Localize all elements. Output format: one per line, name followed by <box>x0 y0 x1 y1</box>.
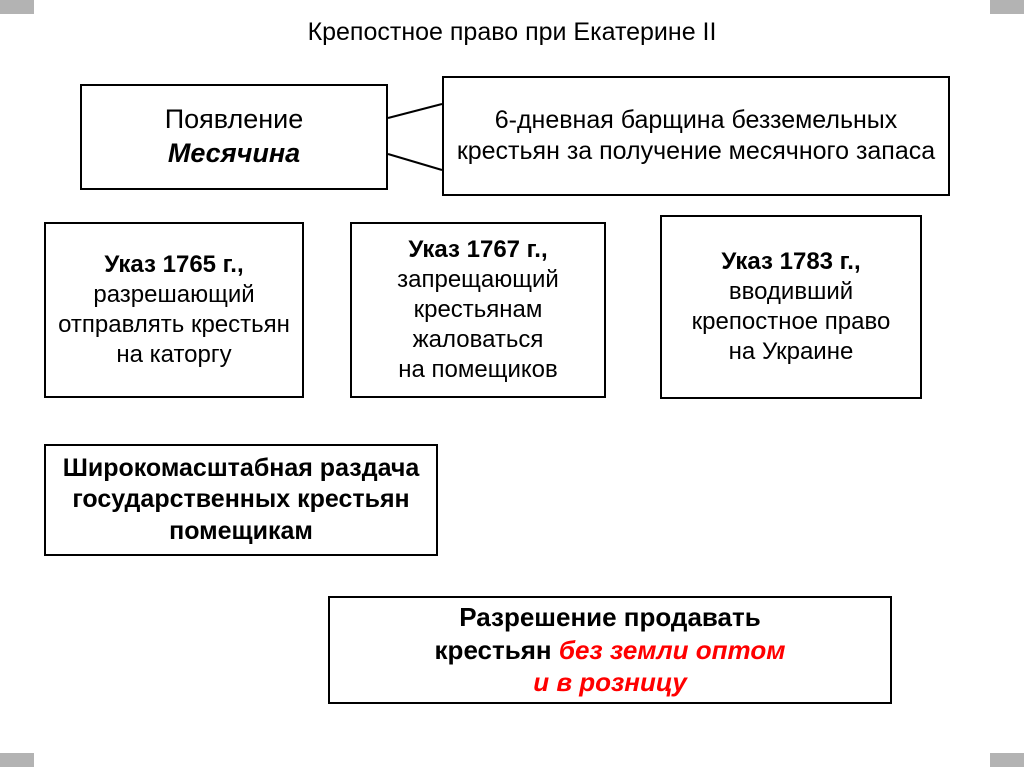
corner-decoration-br <box>990 753 1024 767</box>
text-black: крестьян <box>435 635 559 665</box>
corner-decoration-tl <box>0 0 34 14</box>
corner-decoration-bl <box>0 753 34 767</box>
text-bold: Указ 1765 г., <box>104 250 243 280</box>
text-bold: Указ 1767 г., <box>408 235 547 265</box>
box-razdacha: Широкомасштабная раздача государственных… <box>44 444 438 556</box>
text-content: 6-дневная барщина безземельных крестьян … <box>454 105 938 168</box>
box-ukaz-1765: Указ 1765 г., разрешающий отправлять кре… <box>44 222 304 398</box>
text-content: Широкомасштабная раздача государственных… <box>56 453 426 547</box>
connector-line <box>388 104 442 118</box>
text-line: Появление <box>165 103 304 137</box>
corner-decoration-tr <box>990 0 1024 14</box>
text-line: на Украине <box>729 337 854 367</box>
slide-title: Крепостное право при Екатерине II <box>0 0 1024 47</box>
text-line: Месячина <box>168 137 300 171</box>
box-prodazha: Разрешение продавать крестьян без земли … <box>328 596 892 704</box>
box-ukaz-1783: Указ 1783 г., вводивший крепостное право… <box>660 215 922 399</box>
text-line: на каторгу <box>116 340 231 370</box>
text-line: Разрешение продавать <box>459 601 760 634</box>
text-line: крестьян без земли оптом <box>435 634 786 667</box>
text-red: и в розницу <box>533 666 687 699</box>
text-line: на помещиков <box>398 355 557 385</box>
text-bold: Указ 1783 г., <box>721 247 860 277</box>
box-mesyachina: Появление Месячина <box>80 84 388 190</box>
text-red: без земли оптом <box>559 635 786 665</box>
text-line: разрешающий отправлять крестьян <box>56 280 292 340</box>
box-barshchina: 6-дневная барщина безземельных крестьян … <box>442 76 950 196</box>
text-line: запрещающий крестьянам жаловаться <box>362 265 594 355</box>
connector-line <box>388 154 442 170</box>
box-ukaz-1767: Указ 1767 г., запрещающий крестьянам жал… <box>350 222 606 398</box>
text-line: вводивший крепостное право <box>672 277 910 337</box>
connector-lines <box>386 100 446 180</box>
